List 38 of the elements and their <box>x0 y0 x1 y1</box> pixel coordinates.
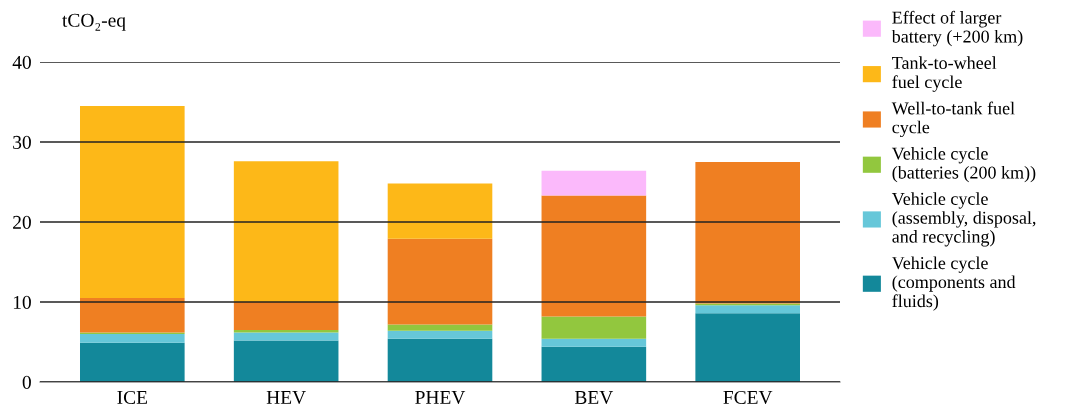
bar <box>541 170 647 196</box>
bar <box>80 298 185 333</box>
y-tick-label: 0 <box>22 375 31 389</box>
bar <box>233 302 339 330</box>
bar <box>541 195 647 317</box>
bar <box>233 332 339 341</box>
x-tick-label: PHEV <box>415 391 466 405</box>
bar <box>695 162 800 304</box>
x-tick-label: HEV <box>266 391 306 405</box>
bar <box>695 305 800 314</box>
y-tick-label: 40 <box>12 55 31 69</box>
y-tick-label: 10 <box>13 295 31 309</box>
bar <box>541 316 647 339</box>
x-tick-label: FCEV <box>723 390 773 405</box>
bar <box>387 338 493 382</box>
bar <box>80 106 185 298</box>
legend-label: Well-to-tank fuel cycle <box>891 101 1015 138</box>
y-axis-title: tCO₂-eq <box>62 13 126 31</box>
legend-label: Tank-to-wheel fuel cycle <box>892 56 997 92</box>
legend-label: Effect of larger battery (+200 km) <box>891 10 1023 47</box>
bar <box>541 338 647 347</box>
bar <box>387 238 493 325</box>
legend-label: Vehicle cycle (batteries (200 km)) <box>891 146 1036 183</box>
bar <box>80 334 185 343</box>
x-tick-label: BEV <box>574 391 614 405</box>
bar <box>233 340 339 382</box>
bar <box>541 346 647 382</box>
y-tick-label: 20 <box>13 215 31 229</box>
bar <box>80 342 185 382</box>
legend-label: Vehicle cycle (components and fluids) <box>891 256 1016 311</box>
bar <box>233 161 339 302</box>
legend-label: Vehicle cycle (assembly, disposal, and recycling) <box>891 192 1036 247</box>
bar <box>387 183 493 239</box>
y-tick-label: 30 <box>13 135 31 149</box>
x-tick-label: ICE <box>117 390 147 405</box>
bar <box>695 313 800 382</box>
bar <box>387 324 493 331</box>
bar <box>387 330 493 339</box>
